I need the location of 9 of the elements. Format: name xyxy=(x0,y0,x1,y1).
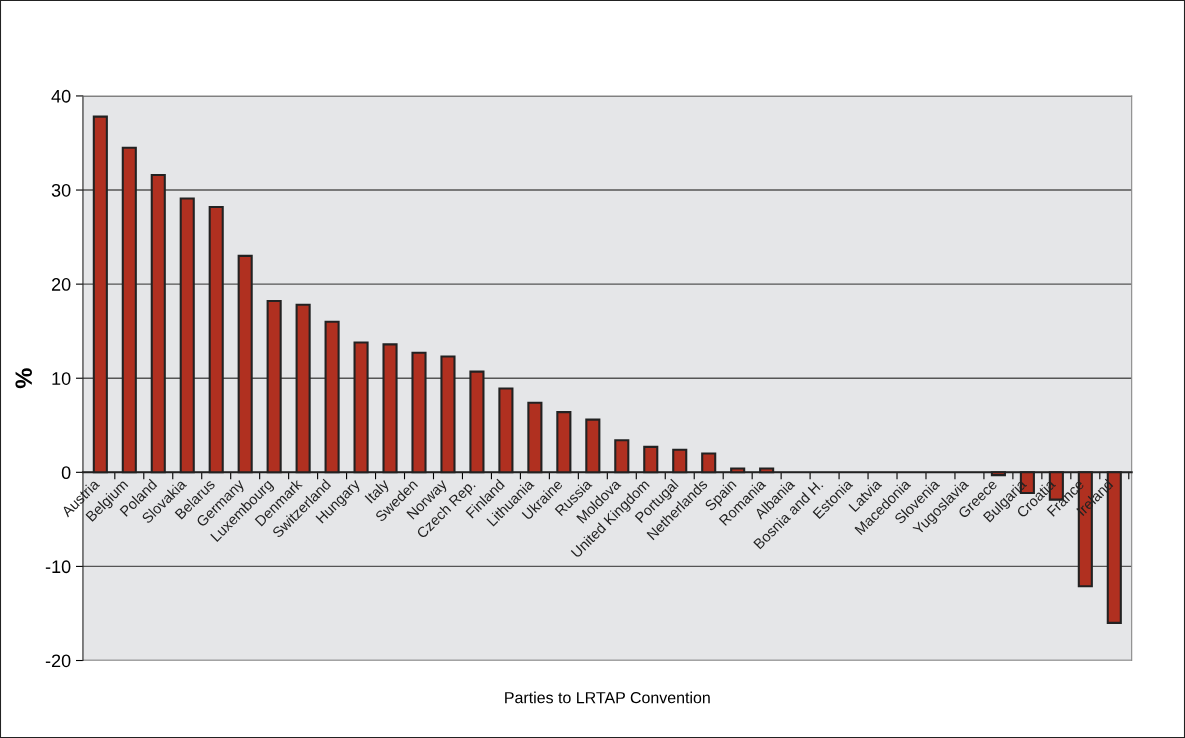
y-tick-label: 30 xyxy=(51,183,71,197)
y-tick-label: 0 xyxy=(61,466,71,480)
y-tick-label: 10 xyxy=(52,372,71,385)
y-axis-title: % xyxy=(15,368,32,389)
y-tick-label: 40 xyxy=(51,89,71,103)
y-tick-label: -10 xyxy=(45,560,71,574)
y-tick-label: 20 xyxy=(51,278,71,291)
x-axis-title: Parties to LRTAP Convention xyxy=(505,691,710,704)
y-tick-label: -20 xyxy=(45,654,71,668)
